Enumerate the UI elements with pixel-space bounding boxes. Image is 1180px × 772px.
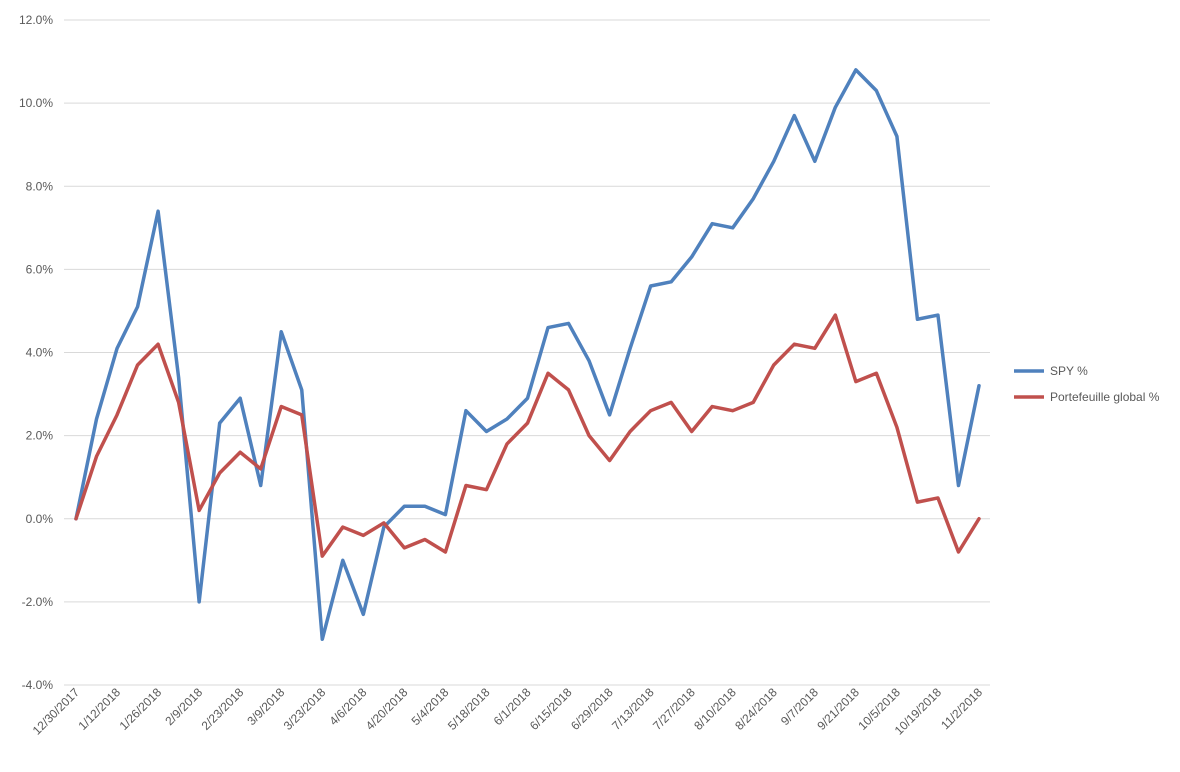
- x-tick-label: 12/30/2017: [30, 685, 83, 738]
- series-lines: [74, 68, 981, 642]
- x-tick-label: 8/24/2018: [732, 685, 780, 733]
- y-tick-label: 6.0%: [26, 262, 54, 276]
- legend-label-0: SPY %: [1050, 364, 1088, 378]
- x-tick-label: 6/15/2018: [527, 685, 575, 733]
- x-tick-label: 4/20/2018: [363, 685, 411, 733]
- y-tick-label: 10.0%: [19, 96, 53, 110]
- x-axis: 12/30/20171/12/20181/26/20182/9/20182/23…: [30, 685, 986, 738]
- y-tick-label: 8.0%: [26, 179, 54, 193]
- y-axis: -4.0% -2.0% 0.0% 2.0% 4.0% 6.0% 8.0% 10.0% 12.0%: [19, 13, 53, 692]
- x-tick-label: 2/23/2018: [199, 685, 247, 733]
- y-tick-label: 0.0%: [26, 512, 54, 526]
- x-tick-label: 11/2/2018: [938, 685, 985, 732]
- y-tick-label: 2.0%: [26, 429, 54, 443]
- y-tick-label: 12.0%: [19, 13, 53, 27]
- x-tick-label: 9/21/2018: [814, 685, 862, 733]
- y-tick-label: -4.0%: [22, 678, 54, 692]
- x-tick-label: 5/18/2018: [445, 685, 493, 733]
- y-tick-label: -2.0%: [22, 595, 54, 609]
- x-tick-label: 7/27/2018: [650, 685, 698, 733]
- x-tick-label: 1/12/2018: [76, 685, 124, 733]
- x-tick-label: 3/23/2018: [281, 685, 329, 733]
- gridlines: [64, 19, 990, 686]
- y-tick-label: 4.0%: [26, 346, 54, 360]
- x-tick-label: 8/10/2018: [691, 685, 739, 733]
- legend-label-1: Portefeuille global %: [1050, 390, 1160, 404]
- series-line-1: [74, 313, 981, 558]
- x-tick-label: 1/26/2018: [117, 685, 165, 733]
- x-tick-label: 7/13/2018: [609, 685, 657, 733]
- legend: SPY % Portefeuille global %: [1014, 364, 1160, 404]
- series-line-0: [74, 68, 981, 642]
- x-tick-label: 6/29/2018: [568, 685, 616, 733]
